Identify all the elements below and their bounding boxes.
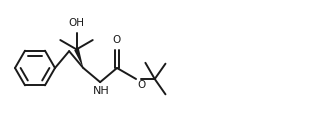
Text: OH: OH xyxy=(68,18,84,28)
Text: O: O xyxy=(137,80,145,90)
Text: NH: NH xyxy=(93,86,109,96)
Polygon shape xyxy=(74,49,83,68)
Text: O: O xyxy=(113,35,121,45)
